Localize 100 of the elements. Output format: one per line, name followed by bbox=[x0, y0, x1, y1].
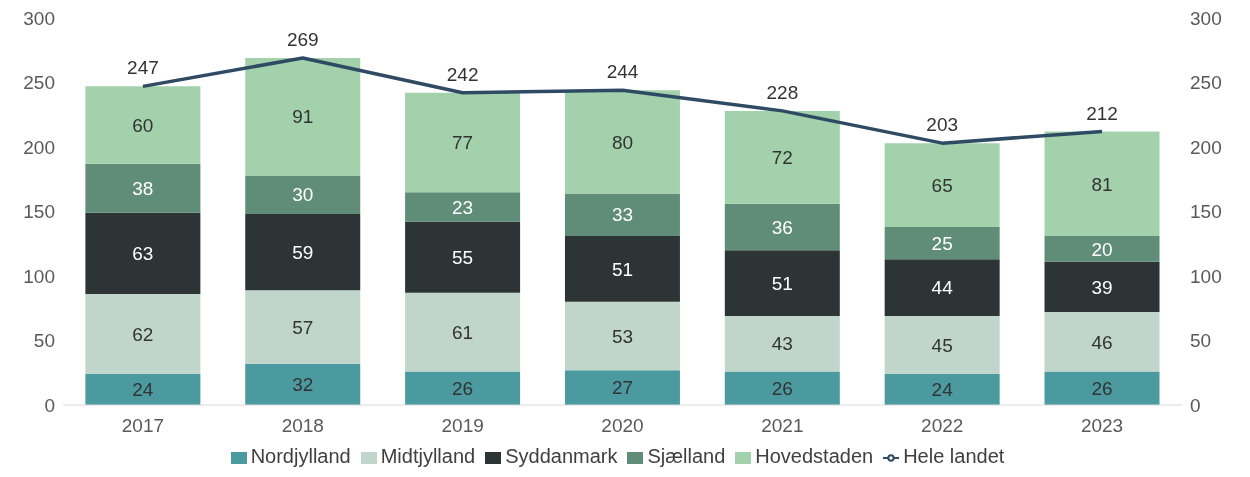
data-label: 43 bbox=[771, 333, 793, 355]
bar bbox=[245, 214, 361, 291]
bar bbox=[245, 290, 361, 364]
bar bbox=[724, 203, 840, 251]
bar bbox=[85, 163, 201, 213]
data-label: 72 bbox=[771, 147, 793, 169]
bar bbox=[564, 301, 680, 371]
bar bbox=[85, 374, 201, 405]
data-label: 26 bbox=[1091, 377, 1113, 399]
data-label: 44 bbox=[931, 277, 954, 299]
data-label: 53 bbox=[611, 325, 634, 347]
data-label: 36 bbox=[771, 216, 793, 238]
x-tick-label: 2022 bbox=[921, 415, 964, 437]
y2-tick-label: 100 bbox=[1190, 265, 1222, 287]
data-label: 20 bbox=[1091, 238, 1113, 260]
data-label: 63 bbox=[132, 243, 154, 265]
legend-label: Hele landet bbox=[903, 445, 1005, 467]
data-label: 203 bbox=[926, 114, 959, 136]
bar bbox=[724, 110, 840, 204]
bar bbox=[85, 212, 201, 295]
data-label: 77 bbox=[452, 132, 474, 154]
data-label: 33 bbox=[611, 204, 634, 226]
y-tick-label: 200 bbox=[23, 136, 55, 158]
bar bbox=[1044, 236, 1160, 262]
data-label: 80 bbox=[611, 131, 634, 153]
data-label: 91 bbox=[292, 106, 314, 128]
x-tick-label: 2021 bbox=[761, 415, 804, 437]
bar bbox=[724, 315, 840, 372]
data-label: 62 bbox=[132, 323, 154, 345]
bar bbox=[1044, 312, 1160, 372]
bar bbox=[564, 236, 680, 302]
bar bbox=[245, 57, 361, 176]
data-label: 32 bbox=[292, 374, 314, 396]
y2-tick-label: 250 bbox=[1190, 72, 1222, 94]
data-label: 60 bbox=[132, 114, 154, 136]
data-label: 45 bbox=[931, 334, 953, 356]
bar bbox=[884, 374, 1000, 405]
bar bbox=[724, 250, 840, 316]
data-label: 25 bbox=[931, 232, 953, 254]
data-label: 27 bbox=[611, 377, 634, 399]
data-label: 51 bbox=[611, 258, 634, 280]
bar bbox=[405, 192, 521, 222]
data-label: 46 bbox=[1091, 331, 1113, 353]
data-label: 65 bbox=[931, 174, 953, 196]
bar bbox=[1044, 261, 1160, 313]
x-tick-label: 2018 bbox=[281, 415, 324, 437]
bar bbox=[405, 292, 521, 372]
data-label: 269 bbox=[286, 28, 319, 50]
data-label: 24 bbox=[931, 379, 954, 401]
bar bbox=[884, 315, 1000, 375]
data-label: 51 bbox=[771, 272, 793, 294]
data-label: 23 bbox=[452, 196, 474, 218]
y2-tick-label: 150 bbox=[1190, 201, 1222, 223]
y-tick-label: 0 bbox=[44, 394, 55, 416]
data-label: 59 bbox=[292, 241, 314, 263]
data-label: 38 bbox=[132, 178, 154, 200]
bar bbox=[245, 363, 361, 405]
bar bbox=[405, 221, 521, 293]
data-label: 39 bbox=[1091, 276, 1113, 298]
y-tick-label: 100 bbox=[23, 265, 55, 287]
legend-label: Nordjylland bbox=[250, 445, 351, 467]
bar bbox=[884, 143, 1000, 227]
x-tick-label: 2020 bbox=[601, 415, 644, 437]
data-label: 244 bbox=[606, 61, 639, 83]
data-label: 242 bbox=[446, 63, 479, 85]
data-label: 228 bbox=[766, 81, 799, 103]
data-label: 26 bbox=[452, 377, 474, 399]
bar bbox=[884, 226, 1000, 260]
bar bbox=[405, 92, 521, 193]
data-label: 57 bbox=[292, 316, 314, 338]
x-tick-label: 2023 bbox=[1080, 415, 1124, 437]
data-label: 30 bbox=[292, 184, 314, 206]
bar bbox=[724, 371, 840, 405]
y2-tick-label: 0 bbox=[1190, 394, 1201, 416]
bar bbox=[564, 193, 680, 237]
y2-tick-label: 300 bbox=[1190, 7, 1222, 29]
data-label: 61 bbox=[452, 321, 474, 343]
data-label: 81 bbox=[1091, 173, 1113, 195]
bar bbox=[1044, 371, 1160, 405]
y2-tick-label: 200 bbox=[1190, 136, 1222, 158]
data-label: 55 bbox=[452, 247, 474, 269]
bar bbox=[564, 370, 680, 405]
y-tick-label: 50 bbox=[33, 330, 55, 352]
data-label: 247 bbox=[127, 57, 159, 79]
data-label: 212 bbox=[1086, 102, 1118, 124]
legend-label: Hovedstaden bbox=[755, 445, 874, 467]
y-tick-label: 250 bbox=[23, 72, 55, 94]
bar bbox=[1044, 131, 1160, 237]
data-label: 24 bbox=[132, 379, 154, 401]
y2-tick-label: 50 bbox=[1190, 330, 1212, 352]
bar bbox=[85, 86, 201, 164]
bar bbox=[245, 175, 361, 215]
y-tick-label: 150 bbox=[23, 201, 55, 223]
legend-label: Syddanmark bbox=[505, 445, 618, 467]
bar bbox=[405, 371, 521, 405]
legend-label: Midtjylland bbox=[380, 445, 476, 467]
y-tick-label: 300 bbox=[23, 7, 55, 29]
bar bbox=[85, 294, 201, 375]
bar bbox=[564, 90, 680, 194]
x-tick-label: 2017 bbox=[121, 415, 165, 437]
